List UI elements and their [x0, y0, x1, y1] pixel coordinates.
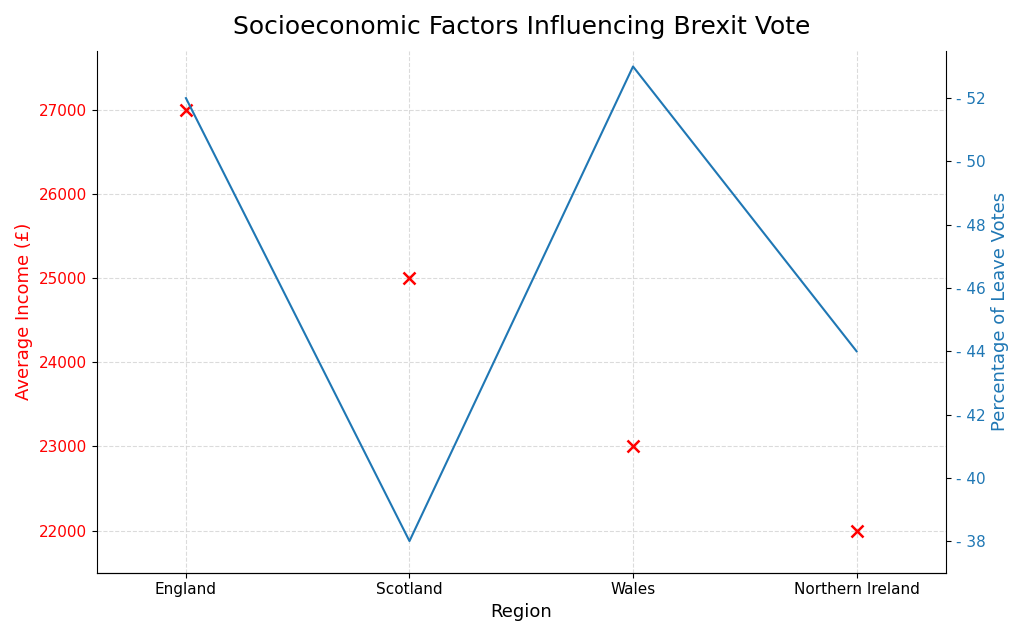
Y-axis label: Percentage of Leave Votes: Percentage of Leave Votes [991, 192, 1009, 431]
Y-axis label: Average Income (£): Average Income (£) [15, 223, 33, 401]
X-axis label: Region: Region [490, 603, 552, 621]
Title: Socioeconomic Factors Influencing Brexit Vote: Socioeconomic Factors Influencing Brexit… [232, 15, 810, 39]
